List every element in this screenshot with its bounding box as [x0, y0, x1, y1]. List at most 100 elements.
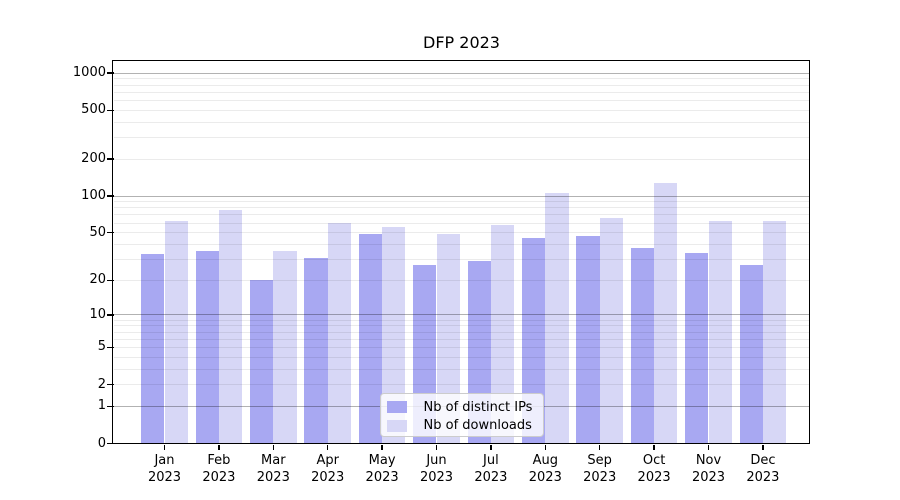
y-tick-label: 20 — [89, 272, 106, 288]
x-tick — [435, 444, 438, 450]
bar-downloads-jan — [164, 220, 188, 444]
bar-distinct-ips-dec — [739, 264, 763, 444]
x-tick-label-line: 2023 — [202, 470, 236, 485]
bar-downloads-nov — [708, 220, 732, 444]
y-tick-label: 50 — [89, 224, 106, 240]
legend-item-downloads: Nb of downloads — [381, 417, 543, 436]
x-tick-label: Jun 2023 — [397, 452, 477, 486]
minor-gridline — [113, 258, 809, 260]
y-tick — [107, 314, 114, 316]
bar-downloads-may — [382, 226, 406, 444]
legend-label-distinct-ips: Nb of distinct IPs — [423, 399, 533, 415]
legend-swatch-distinct-ips — [386, 401, 407, 414]
x-tick-label-line: 2023 — [637, 470, 671, 485]
legend: Nb of distinct IPs Nb of downloads — [379, 393, 544, 437]
x-tick-label-line: Jan — [154, 453, 175, 468]
minor-gridline — [113, 207, 809, 209]
y-tick — [107, 279, 114, 281]
y-tick-label: 1000 — [72, 65, 106, 81]
x-tick-label-line: Feb — [207, 453, 231, 468]
minor-gridline — [113, 384, 809, 386]
minor-gridline — [113, 325, 809, 327]
y-tick-label: 200 — [81, 151, 106, 167]
minor-gridline — [113, 91, 809, 93]
x-tick-label: Nov 2023 — [669, 452, 749, 486]
x-tick — [381, 444, 383, 450]
x-tick-label: Jul 2023 — [451, 452, 531, 486]
minor-gridline — [113, 346, 809, 348]
x-tick-label-line: 2023 — [419, 470, 454, 485]
minor-gridline — [113, 232, 809, 234]
bar-downloads-apr — [327, 223, 351, 444]
x-tick — [707, 444, 710, 450]
y-tick — [107, 346, 114, 349]
y-tick-label: 500 — [81, 102, 106, 118]
y-tick — [107, 195, 114, 197]
minor-gridline — [113, 368, 809, 370]
x-tick-label-line: 2023 — [474, 470, 508, 485]
y-tick-label: 5 — [97, 339, 106, 355]
x-tick-label-line: Mar — [261, 453, 286, 468]
minor-gridline — [113, 214, 809, 216]
x-tick — [599, 444, 601, 450]
x-tick — [272, 444, 274, 450]
legend-swatch-downloads — [386, 419, 407, 432]
minor-gridline — [113, 356, 809, 358]
minor-gridline — [113, 279, 809, 281]
minor-gridline — [113, 222, 809, 224]
minor-gridline — [113, 338, 809, 340]
x-tick-label: Dec 2023 — [723, 452, 803, 486]
x-tick — [653, 444, 655, 450]
minor-gridline — [113, 137, 809, 139]
bar-downloads-mar — [273, 251, 297, 444]
minor-gridline — [113, 201, 809, 203]
x-tick-label: May 2023 — [342, 452, 422, 486]
y-tick-label: 1 — [97, 398, 106, 414]
major-gridline — [113, 314, 809, 316]
x-tick — [762, 444, 764, 450]
bar-downloads-oct — [654, 182, 678, 444]
bar-distinct-ips-sep — [576, 235, 600, 444]
x-tick-label-line: May — [368, 453, 396, 468]
y-tick — [107, 158, 114, 160]
x-tick-label-line: Jul — [483, 453, 499, 468]
y-tick-label: 0 — [97, 435, 106, 451]
bar-distinct-ips-mar — [250, 280, 274, 444]
x-tick-label: Apr 2023 — [288, 452, 368, 486]
x-tick-label-line: 2023 — [691, 470, 726, 485]
y-tick — [107, 109, 114, 111]
bar-downloads-jul — [490, 224, 515, 444]
x-tick-label: Sep 2023 — [560, 452, 640, 486]
x-tick-label: Jan 2023 — [125, 452, 205, 486]
x-tick-label: Mar 2023 — [233, 452, 313, 486]
bar-distinct-ips-nov — [685, 252, 709, 444]
minor-gridline — [113, 331, 809, 333]
x-tick-label-line: 2023 — [583, 470, 617, 485]
x-tick-label-line: 2023 — [147, 470, 182, 485]
x-tick-label-line: Apr — [316, 453, 339, 468]
y-tick — [107, 72, 114, 74]
minor-gridline — [113, 84, 809, 86]
y-tick — [107, 442, 114, 445]
x-tick — [218, 444, 220, 450]
bar-downloads-dec — [762, 220, 787, 444]
minor-gridline — [113, 319, 809, 321]
y-tick — [107, 232, 114, 234]
x-tick — [490, 444, 492, 450]
bar-distinct-ips-apr — [304, 257, 328, 444]
x-tick-label-line: Sep — [587, 453, 612, 468]
x-tick-label: Aug 2023 — [505, 452, 585, 486]
minor-gridline — [113, 99, 809, 101]
x-tick — [163, 444, 166, 450]
x-tick-label-line: 2023 — [311, 470, 345, 485]
minor-gridline — [113, 243, 809, 245]
x-tick-label-line: 2023 — [746, 470, 780, 485]
x-tick-label-line: 2023 — [256, 470, 290, 485]
chart-title: DFP 2023 — [423, 33, 500, 52]
y-tick-label: 2 — [97, 376, 106, 392]
